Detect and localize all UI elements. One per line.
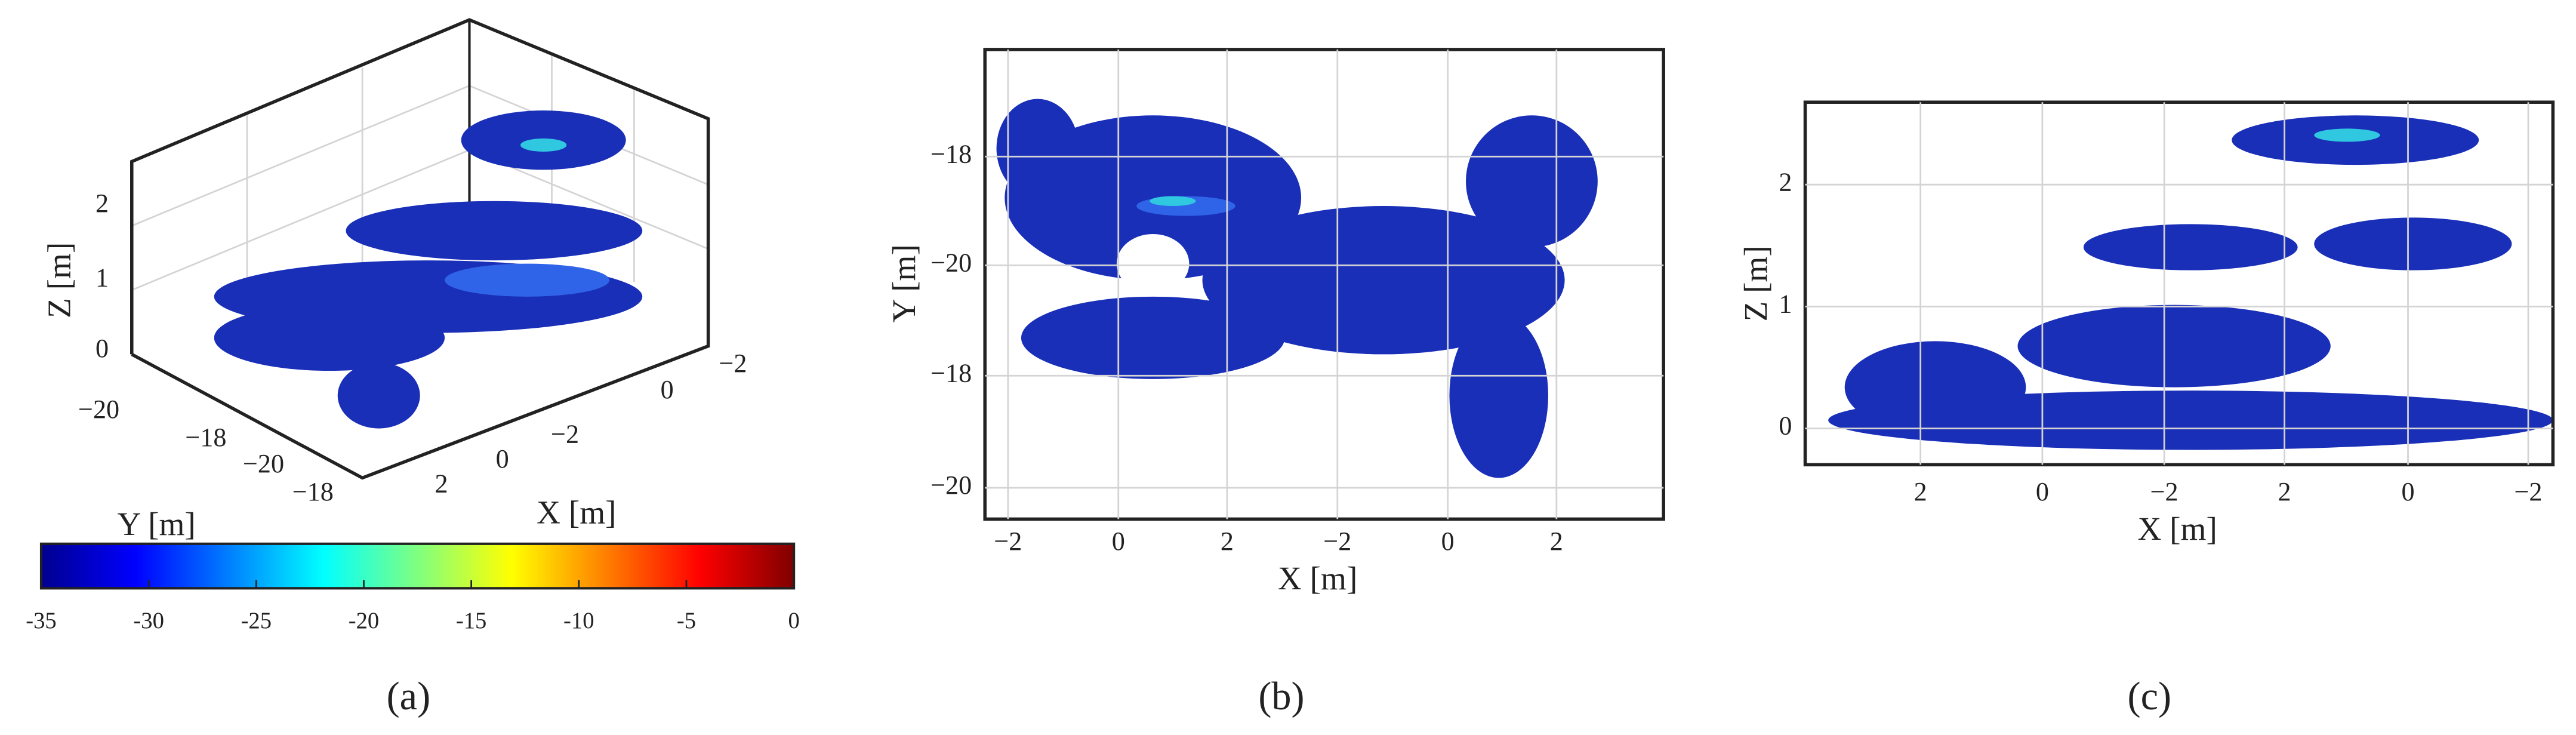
point-cloud — [1828, 115, 2553, 450]
panel-a — [130, 18, 710, 480]
x-tick-label: 2 — [435, 469, 448, 498]
x-tick-label: −2 — [1323, 527, 1351, 556]
y-axis-label: Z [m] — [1737, 245, 1774, 321]
panel-caption: (c) — [2128, 675, 2172, 718]
x-tick-label: −2 — [719, 349, 747, 378]
colorbar-tick-label: -30 — [133, 608, 164, 633]
z-tick-label: 2 — [95, 189, 109, 218]
y-tick-label: −18 — [930, 358, 972, 388]
colorbar-tick-label: -25 — [241, 608, 272, 633]
x-tick-label: 2 — [1550, 527, 1563, 556]
colorbar-tick-label: 0 — [788, 608, 799, 633]
y-tick-label: 2 — [1779, 167, 1792, 196]
x-tick-label: −2 — [2150, 477, 2178, 506]
y-tick-label: 0 — [1779, 411, 1792, 441]
colorbar-label: Y [m] — [118, 506, 196, 542]
y-tick-label: −18 — [930, 139, 972, 168]
y-tick-label: −20 — [243, 449, 284, 478]
y-tick-label: −20 — [930, 470, 972, 500]
panel-caption: (a) — [387, 675, 431, 718]
x-tick-label: 2 — [1221, 527, 1234, 556]
x-tick-label: −2 — [2514, 477, 2542, 506]
x-axis-label: X [m] — [1278, 560, 1357, 596]
x-tick-label: −2 — [551, 420, 579, 449]
x-tick-label: 0 — [661, 375, 674, 404]
x-axis-label: X [m] — [2138, 510, 2217, 547]
x-tick-label: 0 — [1112, 527, 1125, 556]
point-cloud — [214, 110, 643, 429]
x-tick-label: 0 — [1441, 527, 1455, 556]
z-tick-label: 0 — [95, 334, 109, 363]
panel-b — [983, 48, 1665, 521]
y-tick-label: −20 — [78, 395, 119, 424]
colorbar-tick-label: -20 — [349, 608, 380, 633]
x-tick-label: 0 — [496, 444, 509, 473]
y-tick-label: −18 — [292, 477, 334, 506]
colorbar-tick-label: -35 — [26, 608, 57, 633]
box-frame — [130, 18, 710, 480]
panel-c — [1803, 100, 2555, 467]
x-tick-label: 2 — [2278, 477, 2291, 506]
x-axis-label: X [m] — [537, 494, 616, 531]
x-tick-label: 2 — [1914, 477, 1927, 506]
colorbar-tick-label: -10 — [563, 608, 594, 633]
colorbar-tick-label: -5 — [677, 608, 696, 633]
y-tick-label: 1 — [1779, 290, 1792, 319]
x-tick-label: 0 — [2401, 477, 2414, 506]
y-axis-label: Y [m] — [886, 244, 922, 322]
z-axis-label: Z [m] — [41, 242, 78, 318]
z-tick-label: 1 — [95, 263, 109, 292]
colorbar — [39, 542, 796, 590]
x-tick-label: 0 — [2036, 477, 2049, 506]
panel-caption: (b) — [1258, 675, 1304, 718]
y-tick-label: −20 — [930, 248, 972, 278]
axes-frame — [1803, 100, 2555, 467]
axes-frame — [983, 48, 1665, 521]
colorbar-tick-label: -15 — [456, 608, 486, 633]
y-tick-label: −18 — [185, 423, 226, 452]
x-tick-label: −2 — [994, 527, 1022, 556]
